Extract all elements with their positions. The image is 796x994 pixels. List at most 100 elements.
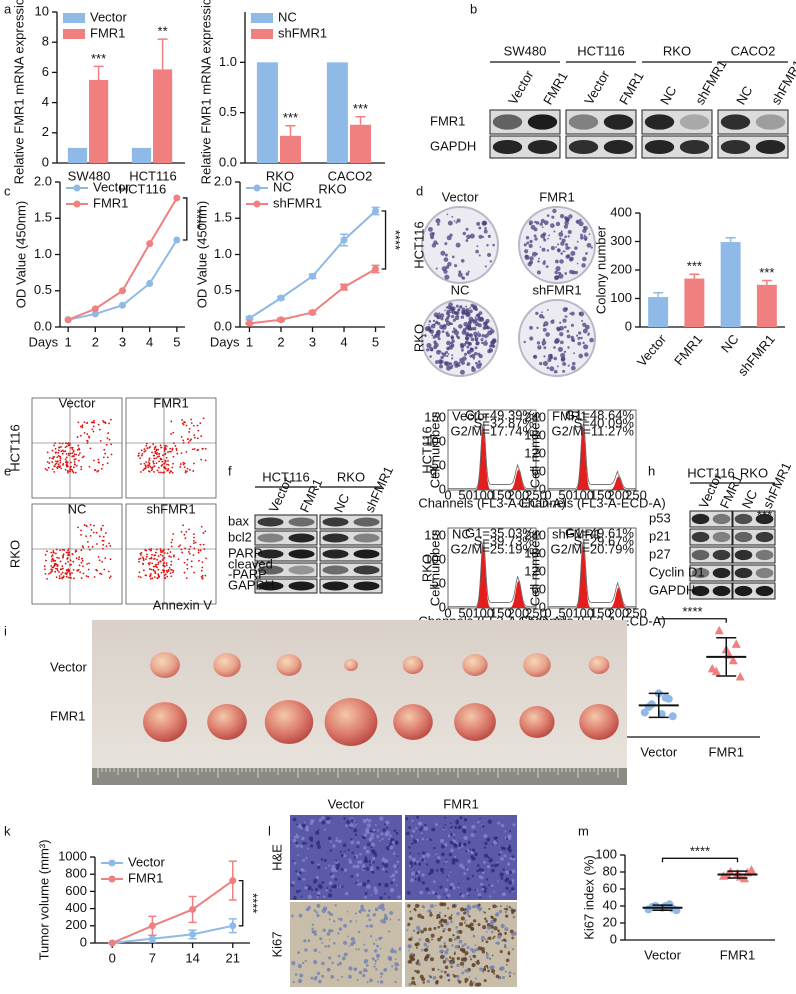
cell [295, 889, 300, 894]
stat-label: S=29.67% [574, 533, 635, 548]
cell [512, 915, 516, 919]
colony [444, 253, 448, 257]
cell [448, 956, 452, 959]
event [110, 418, 112, 421]
cell [436, 894, 441, 899]
cell [411, 857, 416, 862]
event [88, 562, 90, 565]
cell [507, 834, 512, 839]
colony [428, 226, 433, 232]
cell [297, 877, 301, 880]
cell [470, 854, 474, 859]
colony [538, 257, 540, 260]
blot-band [353, 581, 380, 591]
y-tick-label: 240 [524, 527, 546, 542]
event [162, 564, 165, 567]
colony [563, 224, 568, 229]
y-tick-label: 0 [80, 934, 87, 949]
colony [474, 346, 478, 350]
colony [475, 249, 479, 254]
colony [525, 236, 530, 240]
event [163, 577, 166, 580]
colony [463, 321, 469, 327]
point [277, 316, 285, 324]
event [171, 471, 174, 474]
event [96, 569, 99, 572]
cell [485, 953, 489, 957]
event [69, 470, 72, 473]
legend-label: FMR1 [128, 870, 163, 885]
colony [426, 342, 432, 349]
event [165, 445, 168, 448]
event [151, 562, 154, 565]
colony [455, 242, 461, 248]
event [74, 471, 77, 474]
cell [360, 904, 364, 909]
event [64, 442, 67, 445]
colony [549, 223, 555, 228]
event [193, 547, 196, 550]
condition-label: shFMR1 [532, 282, 581, 297]
event [53, 470, 56, 473]
colony [560, 352, 566, 358]
y-tick-label: 400 [610, 204, 632, 219]
cell [392, 878, 396, 882]
cell [467, 887, 472, 892]
colony [577, 336, 581, 340]
sd-bar [727, 870, 748, 879]
cell [356, 883, 360, 886]
cell [340, 975, 344, 978]
cell [375, 939, 378, 941]
cell [429, 911, 432, 914]
condition-label: shFMR1 [146, 501, 195, 516]
event [179, 466, 182, 468]
event [172, 442, 175, 445]
cell [487, 884, 490, 886]
colony [559, 237, 562, 240]
bar [256, 62, 278, 164]
event [202, 532, 205, 534]
cell [449, 885, 453, 890]
event [161, 559, 164, 561]
event [51, 468, 54, 471]
event [153, 448, 156, 450]
blot-band [691, 513, 710, 525]
colony [471, 367, 476, 373]
cell [482, 925, 487, 930]
cell [332, 844, 336, 848]
colony [441, 324, 447, 330]
event [64, 562, 67, 565]
event [199, 549, 202, 552]
colony [584, 352, 589, 357]
cell [301, 961, 305, 964]
cell [337, 979, 339, 981]
event [93, 421, 96, 424]
cell [458, 922, 463, 927]
colony [440, 355, 444, 360]
colony [461, 348, 464, 352]
cell [304, 870, 307, 872]
cell [483, 853, 489, 858]
event [75, 453, 77, 456]
cell [318, 818, 323, 823]
colony [576, 262, 579, 265]
cell [433, 926, 437, 930]
cell [363, 833, 367, 837]
panel-letter: k [4, 823, 11, 838]
cell [426, 979, 431, 984]
colony [554, 339, 559, 344]
cell [340, 854, 344, 857]
event [67, 452, 70, 455]
colony [458, 361, 461, 364]
cell [303, 939, 307, 943]
cell [509, 857, 513, 860]
event [186, 470, 188, 473]
cell [372, 856, 376, 861]
event [86, 442, 89, 445]
cell [308, 836, 314, 841]
event [184, 471, 187, 474]
cell [347, 935, 350, 938]
event [159, 549, 162, 552]
event [183, 533, 186, 536]
cell [493, 890, 496, 893]
